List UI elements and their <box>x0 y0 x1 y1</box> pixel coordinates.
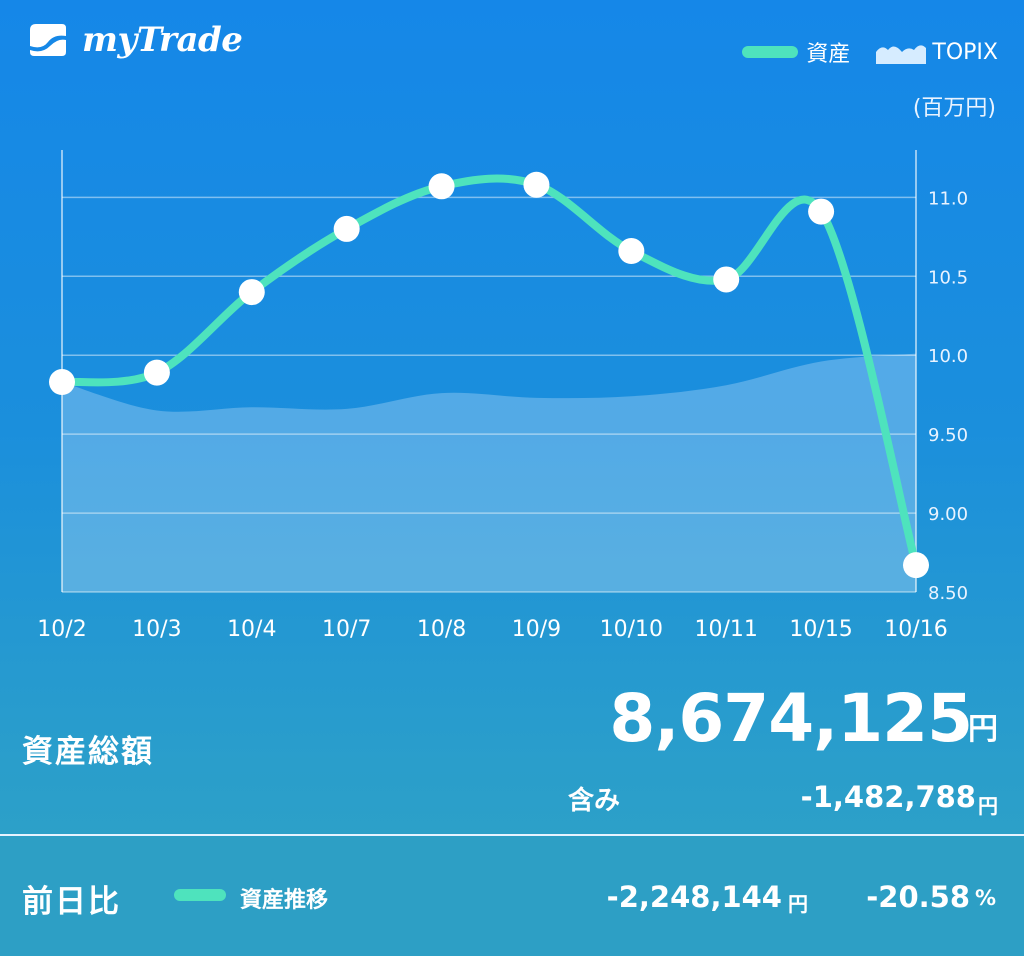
day-change-percent: -20.58 <box>866 880 970 914</box>
y-tick-label: 8.50 <box>928 583 968 604</box>
asset-point <box>333 215 360 242</box>
topix-area <box>62 353 916 592</box>
x-tick-label: 10/2 <box>37 617 86 642</box>
asset-point <box>428 173 455 200</box>
asset-point <box>903 552 929 579</box>
day-change-bar: 前日比 資産推移 -2,248,144 円 -20.58 % <box>0 836 1024 956</box>
legend-item-assets: 資産 <box>742 36 850 68</box>
asset-point <box>49 369 75 396</box>
x-tick-label: 10/4 <box>227 617 276 642</box>
legend-label-assets: 資産 <box>806 42 851 67</box>
header: myTrade 資産 TOPIX (百万円) <box>0 0 1024 121</box>
x-tick-label: 10/9 <box>512 617 561 642</box>
y-tick-label: 10.0 <box>928 346 968 367</box>
asset-point <box>143 359 170 386</box>
asset-point <box>618 238 645 265</box>
day-change-label: 前日比 <box>22 884 121 920</box>
app-title: myTrade <box>82 20 243 60</box>
chart-legend: 資産 TOPIX <box>716 36 998 68</box>
legend-line-swatch <box>742 46 799 58</box>
legend-item-topix: TOPIX <box>876 40 998 65</box>
x-tick-label: 10/11 <box>695 617 758 642</box>
divider <box>0 834 1024 836</box>
asset-point <box>713 266 740 293</box>
unrealized-label: 含み <box>568 786 621 816</box>
logo: myTrade <box>28 20 243 60</box>
y-tick-label: 9.00 <box>928 504 968 525</box>
day-change-percent-unit: % <box>974 886 996 910</box>
asset-trend-label: 資産推移 <box>240 888 329 913</box>
unrealized-value: -1,482,788 <box>800 780 976 814</box>
asset-point <box>238 279 265 306</box>
day-change-value: -2,248,144 <box>606 880 782 914</box>
y-axis-unit: (百万円) <box>912 96 996 121</box>
x-tick-label: 10/8 <box>417 617 466 642</box>
total-assets-unit: 円 <box>968 712 998 747</box>
legend-label-topix: TOPIX <box>932 39 998 65</box>
asset-point <box>808 198 835 225</box>
unrealized-unit: 円 <box>978 794 998 818</box>
x-tick-label: 10/10 <box>600 617 663 642</box>
x-tick-label: 10/3 <box>132 617 181 642</box>
trend-icon <box>30 24 66 56</box>
total-assets-label: 資産総額 <box>22 734 154 770</box>
legend-area-swatch <box>876 45 927 64</box>
chart: 8.50 9.00 9.50 10.0 10.5 11.0 10/2 10/3 10/4 10/7… <box>0 140 1024 650</box>
y-tick-label: 9.50 <box>928 425 968 446</box>
x-tick-label: 10/7 <box>322 617 371 642</box>
day-change-unit: 円 <box>788 892 808 916</box>
x-tick-label: 10/15 <box>789 617 852 642</box>
y-tick-label: 10.5 <box>928 267 968 288</box>
y-tick-label: 11.0 <box>928 188 968 209</box>
total-assets-value: 8,674,125 <box>609 680 973 757</box>
asset-trend-swatch <box>174 889 226 901</box>
asset-point <box>523 171 550 198</box>
x-tick-label: 10/16 <box>884 617 947 642</box>
chart-svg: 8.50 9.00 9.50 10.0 10.5 11.0 10/2 10/3 10/4 10/7… <box>37 150 968 642</box>
